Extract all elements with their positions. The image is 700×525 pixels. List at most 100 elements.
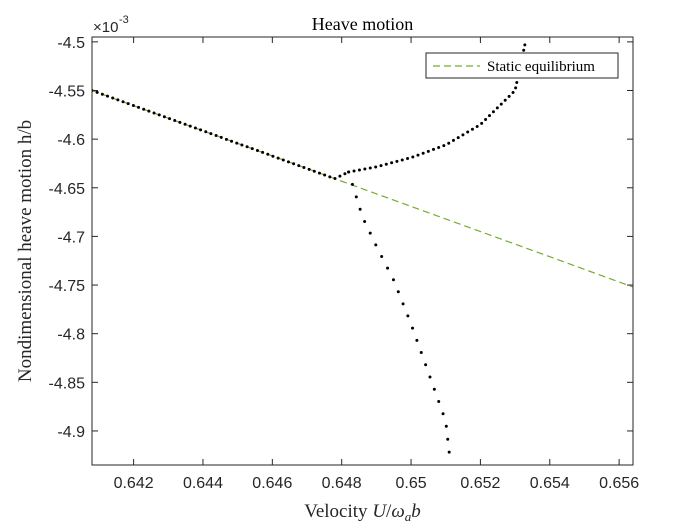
data-point [406,157,410,161]
data-point [363,219,367,223]
data-point [350,182,354,186]
data-point [152,111,156,115]
chart-title: Heave motion [312,14,413,34]
plot-area: 0.642 0.644 0.646 0.648 0.65 0.652 0.654 0.656 -… [49,35,640,492]
data-point [297,164,301,168]
data-point [406,314,410,318]
tick-layer: 0.642 0.644 0.646 0.648 0.65 0.652 0.654 0.656 -… [49,35,640,492]
data-point [224,137,228,141]
x-label-b: b [411,501,421,522]
x-tick-label: 0.652 [460,475,500,492]
legend-label-static-equilibrium: Static equilibrium [487,59,595,75]
data-point [484,117,488,121]
data-point [111,96,115,100]
data-point [204,130,208,134]
y-tick-label: -4.5 [57,35,85,52]
data-point [131,103,135,107]
data-point [276,156,280,160]
data-point [266,152,270,156]
series-layer [92,43,633,454]
x-axis-label: Velocity U/ωab [304,501,421,524]
data-point [522,48,526,52]
data-point [307,167,311,171]
data-point [384,162,388,166]
data-point [214,134,218,138]
data-point [456,136,460,140]
x-tick-label: 0.656 [599,475,639,492]
data-point [379,164,383,168]
data-point [451,138,455,142]
data-point [390,161,394,165]
data-point [368,166,372,170]
x-tick-label: 0.642 [114,475,154,492]
data-point [507,94,511,98]
legend-box [425,52,619,79]
data-point [358,207,362,211]
data-point [480,121,484,125]
data-point [292,162,296,166]
data-point [126,102,130,106]
x-label-slash: / [386,501,392,522]
y-tick-label: -4.65 [49,181,86,198]
data-point [411,155,415,159]
data-point [396,290,400,294]
data-point [312,169,316,173]
data-point [245,145,249,149]
data-point [347,170,351,174]
data-point [354,195,358,199]
data-point [235,141,239,145]
data-point [442,144,446,148]
series-dotted-2 [347,43,527,174]
data-point [323,173,327,177]
data-point [250,147,254,151]
x-label-u: U [372,501,387,522]
data-point [401,302,405,306]
data-point [343,172,347,176]
data-point [426,149,430,153]
data-point [487,114,491,118]
data-point [511,91,515,95]
data-point [333,177,337,181]
y-tick-label: -4.6 [57,132,85,149]
data-point [431,147,435,151]
data-point [444,424,448,428]
data-point [261,150,265,154]
series-dotted-3 [347,170,451,454]
data-point [317,171,321,175]
data-point [447,450,451,454]
data-point [461,133,465,137]
plot-frame [91,36,634,466]
data-point [475,124,479,128]
data-point [491,110,495,114]
data-point [421,151,425,155]
data-point [193,126,197,130]
data-point [199,128,203,132]
data-point [470,127,474,131]
data-point [419,351,423,355]
data-point [286,160,290,164]
y-tick-label: -4.75 [49,278,86,295]
data-point [411,326,415,330]
data-point [466,130,470,134]
data-point [116,98,120,102]
legend: Static equilibrium [425,52,619,79]
data-point [352,169,356,173]
data-point [173,119,177,123]
data-point [209,132,213,136]
y-axis-label: Nondimensional heave motion h/b [15,120,36,382]
data-point [447,141,451,145]
data-point [183,122,187,126]
data-point [515,81,519,85]
data-point [380,255,384,259]
data-point [95,90,99,94]
series-line-static-equilibrium [92,89,633,288]
data-point [219,135,223,139]
series-dotted-1 [92,89,347,181]
data-point [428,375,432,379]
data-point [395,159,399,163]
data-point [514,86,518,90]
data-point [178,120,182,124]
y-exponent-base: ×10 [93,19,118,36]
x-tick-label: 0.65 [395,475,426,492]
data-point [147,109,151,113]
